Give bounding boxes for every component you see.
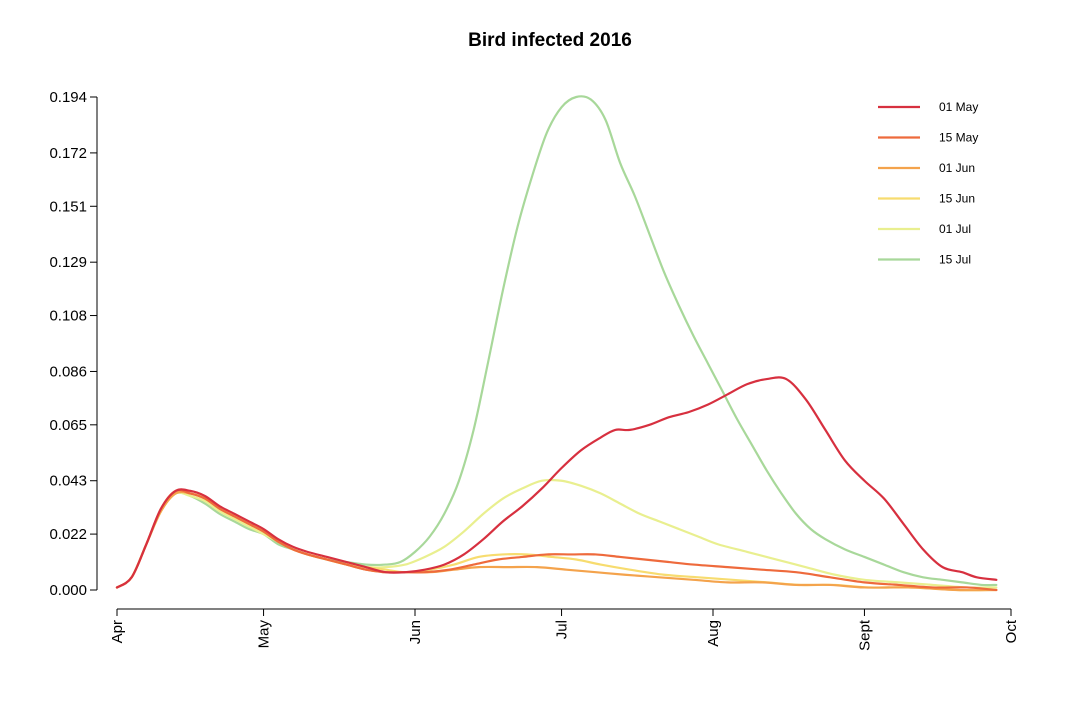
y-tick-label: 0.129: [49, 254, 87, 271]
legend-item: 15 May: [878, 131, 978, 145]
legend-label: 15 May: [939, 131, 978, 145]
legend-item: 01 Jun: [878, 161, 975, 175]
x-tick-label: Jun: [407, 620, 424, 644]
legend-label: 01 Jun: [939, 161, 975, 175]
legend-item: 01 May: [878, 100, 978, 114]
y-tick-label: 0.065: [49, 417, 87, 434]
legend-item: 01 Jul: [878, 222, 971, 236]
y-tick-label: 0.194: [49, 89, 87, 106]
x-tick-label: Aug: [705, 620, 722, 647]
legend-item: 15 Jul: [878, 253, 971, 267]
y-tick-label: 0.000: [49, 582, 87, 599]
legend-label: 01 May: [939, 100, 978, 114]
x-tick-label: Apr: [109, 620, 126, 643]
y-axis: 0.000 0.022 0.043 0.065 0.086 0.108 0.129 0.151…: [49, 89, 98, 599]
y-tick-label: 0.108: [49, 308, 87, 325]
y-tick-label: 0.043: [49, 473, 87, 490]
y-tick-label: 0.086: [49, 363, 87, 380]
series-line-01-jul: [115, 478, 998, 589]
y-tick-label: 0.151: [49, 198, 87, 215]
legend-label: 01 Jul: [939, 222, 971, 236]
legend-item: 15 Jun: [878, 192, 975, 206]
y-tick-label: 0.172: [49, 145, 87, 162]
legend-label: 15 Jul: [939, 253, 971, 267]
x-tick-label: Sept: [856, 619, 873, 651]
series-line-01-may: [115, 376, 998, 589]
series-line-15-jul: [115, 95, 998, 589]
y-tick-label: 0.022: [49, 526, 87, 543]
x-tick-label: Jul: [554, 620, 571, 639]
x-tick-label: May: [256, 620, 273, 649]
chart-title: Bird infected 2016: [468, 30, 632, 51]
series-lines: [115, 95, 998, 592]
series-line-15-may: [115, 488, 998, 592]
x-axis: Apr May Jun Jul Aug Sept Oct: [109, 608, 1020, 651]
x-tick-label: Oct: [1003, 619, 1020, 643]
legend: 01 May 15 May 01 Jun 15 Jun 01 Jul 15 Jul: [878, 100, 978, 267]
legend-label: 15 Jun: [939, 192, 975, 206]
